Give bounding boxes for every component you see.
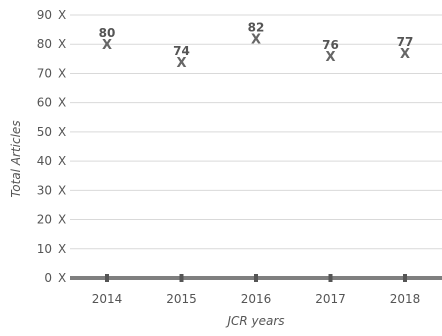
y-tick-mark: X xyxy=(58,66,66,80)
data-point: X xyxy=(176,56,186,71)
y-tick-mark: X xyxy=(58,96,66,110)
y-tick-label: 70 xyxy=(37,66,52,80)
data-label: 80 xyxy=(99,26,116,40)
y-tick-label: 20 xyxy=(37,213,52,227)
y-tick-mark: X xyxy=(58,125,66,139)
data-label: 74 xyxy=(173,44,190,58)
y-tick-label: 30 xyxy=(37,183,52,197)
y-tick-label: 90 xyxy=(37,8,52,22)
y-tick-label: 50 xyxy=(37,125,52,139)
y-tick-label: 0 xyxy=(44,271,52,285)
y-tick-mark: X xyxy=(58,271,66,285)
y-tick-mark: X xyxy=(58,242,66,256)
y-tick-mark: X xyxy=(58,8,66,22)
y-axis: 0 X10 X20 X30 X40 X50 X60 X70 X80 X90 X xyxy=(37,8,67,285)
data-label: 77 xyxy=(397,35,414,49)
x-tick-label: 2014 xyxy=(92,292,123,306)
y-axis-title: Total Articles xyxy=(9,120,23,197)
data-label: 82 xyxy=(248,20,265,34)
y-tick-mark: X xyxy=(58,213,66,227)
y-tick-label: 60 xyxy=(37,96,52,110)
data-label: 76 xyxy=(322,38,339,52)
y-tick-label: 80 xyxy=(37,37,52,51)
x-tick-label: 2016 xyxy=(241,292,272,306)
data-point: X xyxy=(400,47,410,62)
x-tick-label: 2017 xyxy=(315,292,346,306)
data-point: X xyxy=(251,32,261,47)
x-tick-label: 2018 xyxy=(390,292,421,306)
y-tick-label: 40 xyxy=(37,154,52,168)
x-axis-title: JCR years xyxy=(225,314,284,328)
data-point: X xyxy=(325,50,335,65)
gridlines xyxy=(70,14,442,250)
y-tick-label: 10 xyxy=(37,242,52,256)
y-tick-mark: X xyxy=(58,37,66,51)
y-tick-mark: X xyxy=(58,154,66,168)
y-tick-mark: X xyxy=(58,183,66,197)
x-tick-label: 2015 xyxy=(166,292,197,306)
data-point: X xyxy=(102,38,112,53)
x-axis: 2014 2015 2016 2017 2018 xyxy=(70,274,442,306)
